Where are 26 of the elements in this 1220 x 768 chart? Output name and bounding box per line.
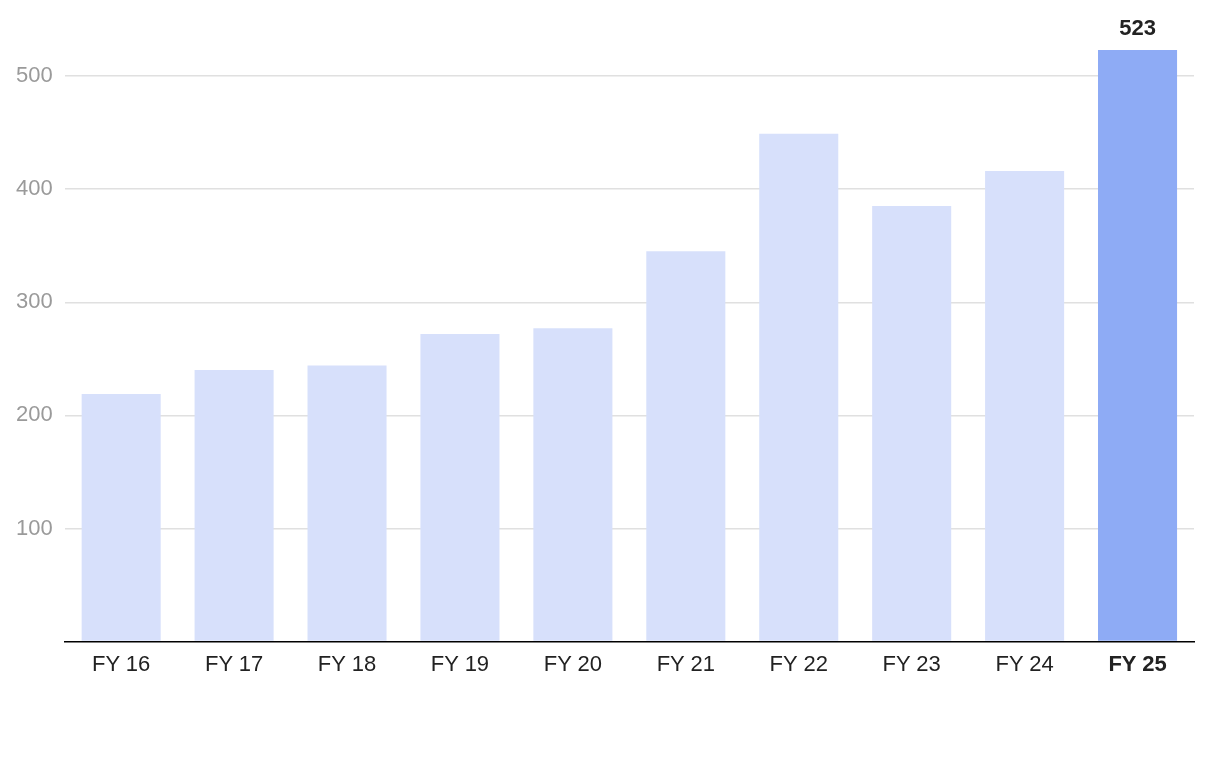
bar xyxy=(533,328,613,641)
x-tick-label: FY 17 xyxy=(204,650,264,676)
x-tick-label: FY 19 xyxy=(430,650,490,676)
y-tick-label: 200 xyxy=(15,401,53,427)
x-tick-label: FY 25 xyxy=(1108,650,1167,676)
bar xyxy=(872,206,952,641)
bar xyxy=(1098,50,1178,641)
x-tick-label: FY 16 xyxy=(92,650,151,676)
x-tick-label: FY 21 xyxy=(656,650,715,676)
x-tick-label: FY 20 xyxy=(543,650,603,676)
bar xyxy=(307,365,387,641)
y-tick-label: 300 xyxy=(15,288,53,314)
x-tick-label: FY 18 xyxy=(317,650,377,676)
x-tick-label: FY 23 xyxy=(882,650,941,676)
bar xyxy=(81,393,161,641)
data-label: 523 xyxy=(1119,15,1156,41)
bar xyxy=(646,251,726,641)
bar xyxy=(985,171,1065,641)
y-tick-label: 100 xyxy=(15,514,53,540)
bar xyxy=(194,370,274,641)
bar xyxy=(759,133,839,641)
y-tick-label: 400 xyxy=(15,175,53,201)
bar xyxy=(420,333,500,641)
x-tick-label: FY 22 xyxy=(769,650,828,676)
x-tick-label: FY 24 xyxy=(995,650,1054,676)
y-tick-label: 500 xyxy=(15,62,53,88)
